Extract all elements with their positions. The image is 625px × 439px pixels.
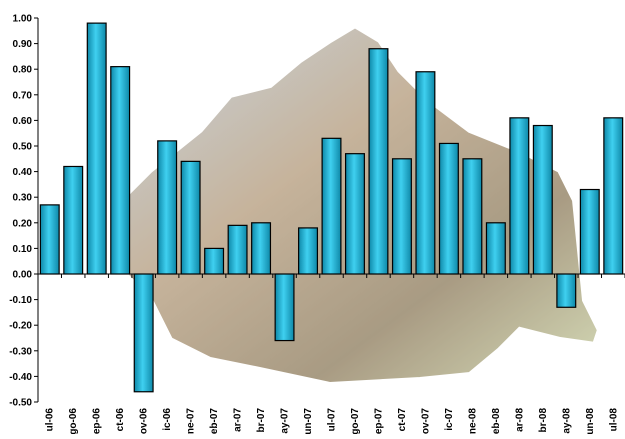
bar	[556, 273, 577, 308]
bar	[133, 273, 154, 393]
y-tick-label: 0.70	[13, 90, 33, 101]
bar	[391, 158, 412, 275]
x-tick-label: ne-07	[186, 408, 197, 434]
bar	[251, 222, 272, 275]
x-tick-label: ay-08	[561, 408, 572, 434]
bar	[368, 48, 389, 275]
y-tick-label: 0.00	[13, 270, 33, 281]
y-tick-label: -0.10	[9, 295, 32, 306]
bar	[462, 158, 483, 275]
bar	[86, 22, 107, 275]
bar	[438, 142, 459, 275]
x-tick-label: ct-06	[115, 408, 126, 432]
x-tick-label: br-07	[256, 408, 267, 433]
x-tick-label: ic-06	[162, 408, 173, 431]
x-tick-label: ay-07	[280, 408, 291, 434]
bar	[180, 160, 201, 275]
y-tick-label: 1.00	[13, 14, 33, 25]
x-tick-label: ar-08	[514, 408, 525, 432]
x-tick-label: ct-07	[397, 408, 408, 432]
y-tick-label: 0.30	[13, 193, 33, 204]
y-tick-label: -0.30	[9, 346, 32, 357]
bar	[63, 165, 84, 275]
x-tick-label: br-08	[538, 408, 549, 433]
x-tick-label: go-07	[350, 408, 361, 434]
bar	[415, 71, 436, 275]
y-tick-label: 0.80	[13, 65, 33, 76]
bar	[157, 140, 178, 275]
y-tick-label: 0.90	[13, 39, 33, 50]
y-tick-label: 0.20	[13, 218, 33, 229]
x-tick-label: ul-07	[327, 408, 338, 432]
y-tick-label: 0.60	[13, 116, 33, 127]
x-tick-label: ul-08	[608, 408, 619, 432]
x-tick-label: ne-08	[467, 408, 478, 434]
bar	[532, 124, 553, 275]
x-tick-label: ov-07	[420, 408, 431, 434]
x-tick-label: eb-08	[491, 408, 502, 434]
bar	[39, 204, 60, 275]
y-tick-label: -0.40	[9, 372, 32, 383]
bar	[227, 224, 248, 275]
x-tick-label: ar-07	[233, 408, 244, 432]
x-tick-label: ov-06	[139, 408, 150, 434]
bar	[298, 227, 319, 275]
y-tick-label: -0.20	[9, 321, 32, 332]
x-tick-label: go-06	[68, 408, 79, 434]
x-tick-label: ic-07	[444, 408, 455, 431]
y-tick-label: -0.50	[9, 398, 32, 409]
bar	[274, 273, 295, 342]
x-tick-label: eb-07	[209, 408, 220, 434]
y-tick-label: 0.10	[13, 244, 33, 255]
bar	[509, 117, 530, 275]
y-tick-label: 0.50	[13, 142, 33, 153]
bar	[204, 247, 225, 275]
x-tick-label: ep-06	[92, 408, 103, 434]
bar	[579, 188, 600, 275]
x-tick-label: ul-06	[45, 408, 56, 432]
bar	[344, 153, 365, 275]
bar	[321, 137, 342, 275]
y-tick-label: 0.40	[13, 167, 33, 178]
x-tick-label: un-07	[303, 408, 314, 434]
bar	[485, 222, 506, 275]
bar	[110, 66, 131, 275]
bar	[603, 117, 624, 275]
x-tick-label: un-08	[585, 408, 596, 434]
x-tick-label: ep-07	[373, 408, 384, 434]
